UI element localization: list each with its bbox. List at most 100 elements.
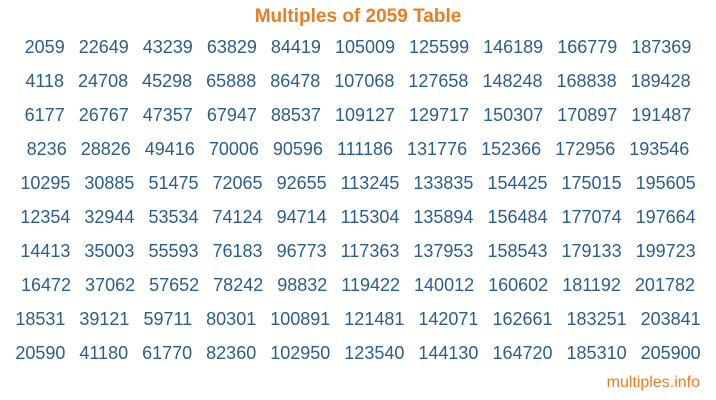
multiples-page: Multiples of 2059 Table 2059 22649 43239 63… bbox=[0, 6, 716, 391]
table-row: 8236 28826 49416 70006 90596 111186 131776 1523… bbox=[0, 132, 716, 166]
multiple-value: 158543 bbox=[487, 241, 548, 261]
multiple-value: 179133 bbox=[561, 241, 622, 261]
multiple-value: 18531 bbox=[15, 309, 66, 329]
multiple-value: 74124 bbox=[212, 207, 263, 227]
multiple-value: 121481 bbox=[344, 309, 405, 329]
multiple-value: 205900 bbox=[640, 343, 701, 363]
multiple-value: 70006 bbox=[208, 139, 259, 159]
multiple-value: 142071 bbox=[418, 309, 479, 329]
multiple-value: 140012 bbox=[414, 275, 475, 295]
multiple-value: 164720 bbox=[492, 343, 553, 363]
table-row: 20590 41180 61770 82360 102950 123540 144130 16… bbox=[0, 336, 716, 370]
multiple-value: 53534 bbox=[148, 207, 199, 227]
multiple-value: 156484 bbox=[487, 207, 548, 227]
multiple-value: 144130 bbox=[418, 343, 479, 363]
multiple-value: 4118 bbox=[25, 71, 65, 91]
multiple-value: 177074 bbox=[561, 207, 622, 227]
multiple-value: 107068 bbox=[334, 71, 395, 91]
multiple-value: 170897 bbox=[557, 105, 618, 125]
table-row: 18531 39121 59711 80301 100891 121481 142071 16… bbox=[0, 302, 716, 336]
multiple-value: 111186 bbox=[336, 139, 394, 159]
multiple-value: 63829 bbox=[206, 37, 257, 57]
footer: multiples.info bbox=[607, 374, 700, 392]
page-title: Multiples of 2059 Table bbox=[254, 6, 462, 27]
multiple-value: 181192 bbox=[562, 275, 621, 295]
table-row: 14413 35003 55593 76183 96773 117363 137953 158… bbox=[0, 234, 716, 268]
multiple-value: 199723 bbox=[635, 241, 696, 261]
multiple-value: 96773 bbox=[276, 241, 327, 261]
multiple-value: 30885 bbox=[84, 173, 135, 193]
table-row: 2059 22649 43239 63829 84419 105009 125599 1461… bbox=[0, 30, 716, 64]
multiple-value: 162661 bbox=[492, 309, 553, 329]
multiple-value: 12354 bbox=[20, 207, 71, 227]
multiple-value: 90596 bbox=[272, 139, 323, 159]
multiple-value: 86478 bbox=[270, 71, 321, 91]
multiple-value: 166779 bbox=[557, 37, 618, 57]
multiple-value: 20590 bbox=[15, 343, 66, 363]
multiple-value: 191487 bbox=[631, 105, 692, 125]
multiple-value: 201782 bbox=[634, 275, 695, 295]
multiple-value: 8236 bbox=[26, 139, 67, 159]
multiple-value: 115304 bbox=[340, 207, 400, 227]
multiple-value: 175015 bbox=[561, 173, 622, 193]
multiple-value: 168838 bbox=[556, 71, 617, 91]
multiple-value: 135894 bbox=[413, 207, 474, 227]
multiple-value: 117363 bbox=[340, 241, 400, 261]
multiple-value: 39121 bbox=[79, 309, 130, 329]
site-link[interactable]: multiples.info bbox=[606, 374, 700, 391]
multiple-value: 51475 bbox=[148, 173, 199, 193]
multiple-value: 183251 bbox=[566, 309, 627, 329]
multiple-value: 6177 bbox=[24, 105, 65, 125]
multiple-value: 72065 bbox=[212, 173, 263, 193]
multiple-value: 125599 bbox=[409, 37, 470, 57]
multiple-value: 47357 bbox=[142, 105, 193, 125]
multiple-value: 59711 bbox=[143, 309, 193, 329]
table-row: 4118 24708 45298 65888 86478 107068 127658 1482… bbox=[0, 64, 716, 98]
multiple-value: 88537 bbox=[270, 105, 321, 125]
multiple-value: 150307 bbox=[483, 105, 544, 125]
multiple-value: 45298 bbox=[142, 71, 193, 91]
multiple-value: 148248 bbox=[482, 71, 543, 91]
multiple-value: 127658 bbox=[408, 71, 469, 91]
table-row: 12354 32944 53534 74124 94714 115304 135894 156… bbox=[0, 200, 716, 234]
multiple-value: 154425 bbox=[487, 173, 548, 193]
multiple-value: 32944 bbox=[84, 207, 135, 227]
multiple-value: 197664 bbox=[635, 207, 696, 227]
multiple-value: 131776 bbox=[407, 139, 468, 159]
multiple-value: 82360 bbox=[206, 343, 257, 363]
multiple-value: 10295 bbox=[20, 173, 71, 193]
multiple-value: 14413 bbox=[20, 241, 71, 261]
multiple-value: 187369 bbox=[631, 37, 692, 57]
multiple-value: 152366 bbox=[481, 139, 542, 159]
multiple-value: 100891 bbox=[270, 309, 331, 329]
multiple-value: 55593 bbox=[148, 241, 199, 261]
multiple-value: 160602 bbox=[488, 275, 549, 295]
multiple-value: 109127 bbox=[334, 105, 396, 125]
multiple-value: 129717 bbox=[409, 105, 470, 125]
multiple-value: 195605 bbox=[635, 173, 696, 193]
multiple-value: 22649 bbox=[78, 37, 129, 57]
multiple-value: 119422 bbox=[341, 275, 401, 295]
multiple-value: 98832 bbox=[277, 275, 328, 295]
multiple-value: 28826 bbox=[80, 139, 131, 159]
multiple-value: 80301 bbox=[206, 309, 257, 329]
table-row: 16472 37062 57652 78242 98832 119422 140012 160… bbox=[0, 268, 716, 302]
multiple-value: 133835 bbox=[413, 173, 474, 193]
multiple-value: 65888 bbox=[206, 71, 257, 91]
multiple-value: 26767 bbox=[78, 105, 129, 125]
multiple-value: 76183 bbox=[212, 241, 263, 261]
multiple-value: 61770 bbox=[142, 343, 193, 363]
multiples-table: 2059 22649 43239 63829 84419 105009 125599 1461… bbox=[0, 30, 716, 370]
multiple-value: 113245 bbox=[340, 173, 400, 193]
multiple-value: 16472 bbox=[20, 275, 72, 295]
multiple-value: 105009 bbox=[334, 37, 396, 57]
multiple-value: 57652 bbox=[149, 275, 200, 295]
multiple-value: 203841 bbox=[640, 309, 701, 329]
multiple-value: 67947 bbox=[206, 105, 257, 125]
multiple-value: 24708 bbox=[78, 71, 129, 91]
multiple-value: 78242 bbox=[213, 275, 264, 295]
multiple-value: 94714 bbox=[276, 207, 327, 227]
multiple-value: 185310 bbox=[566, 343, 627, 363]
multiple-value: 193546 bbox=[629, 139, 690, 159]
multiple-value: 37062 bbox=[85, 275, 136, 295]
